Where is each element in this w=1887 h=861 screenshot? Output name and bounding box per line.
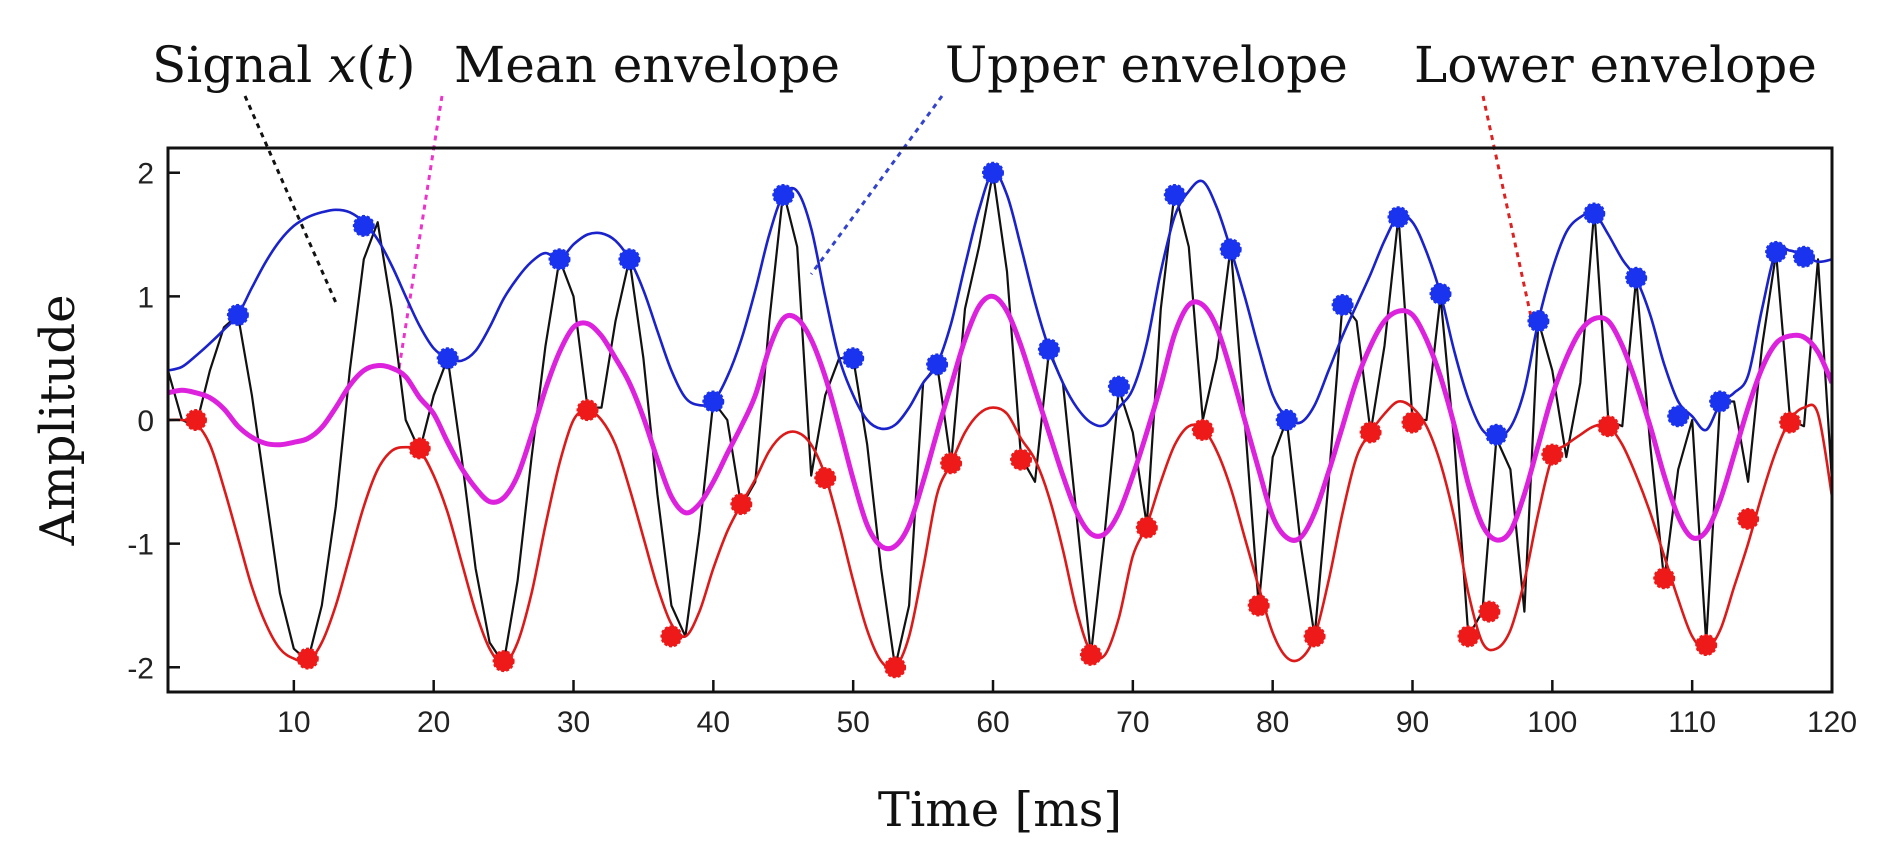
maxima-marker-11 bbox=[1107, 375, 1130, 398]
maxima-marker-24 bbox=[1765, 240, 1788, 263]
annotation-upper-leader bbox=[809, 95, 944, 275]
y-axis-label: Amplitude bbox=[30, 295, 86, 547]
minima-marker-9 bbox=[940, 452, 963, 475]
annotation-signal-var: x bbox=[328, 36, 356, 94]
minima-marker-15 bbox=[1303, 625, 1326, 648]
maxima-marker-3 bbox=[548, 248, 571, 271]
annotation-lower-leader bbox=[1481, 95, 1533, 319]
minima-marker-0 bbox=[185, 409, 207, 431]
series-line-mean-envelope bbox=[168, 293, 1832, 552]
x-tick-label-120: 120 bbox=[1807, 706, 1857, 739]
x-tick-label-70: 70 bbox=[1116, 706, 1149, 739]
annotation-signal-close: ) bbox=[396, 36, 416, 94]
maxima-marker-20 bbox=[1583, 202, 1606, 225]
annotation-signal-label: Signal x(t) bbox=[152, 36, 415, 94]
minima-marker-17 bbox=[1401, 411, 1424, 434]
maxima-marker-1 bbox=[352, 214, 375, 237]
x-axis-label: Time [ms] bbox=[878, 782, 1122, 838]
maxima-marker-21 bbox=[1625, 266, 1648, 289]
minima-marker-19 bbox=[1478, 600, 1501, 623]
minima-marker-8 bbox=[884, 656, 907, 679]
minima-marker-5 bbox=[660, 625, 683, 648]
minima-marker-10 bbox=[1010, 448, 1032, 471]
annotation-mean-label: Mean envelope bbox=[454, 36, 840, 94]
maxima-marker-18 bbox=[1485, 423, 1508, 446]
annotation-signal-open: ( bbox=[356, 36, 376, 94]
maxima-marker-23 bbox=[1709, 390, 1732, 413]
maxima-marker-13 bbox=[1219, 238, 1242, 261]
annotation-signal-arg: t bbox=[376, 36, 397, 94]
maxima-marker-22 bbox=[1667, 405, 1690, 428]
x-tick-label-110: 110 bbox=[1668, 706, 1716, 739]
maxima-marker-15 bbox=[1331, 294, 1354, 316]
minima-marker-18 bbox=[1457, 625, 1480, 648]
minima-marker-14 bbox=[1247, 594, 1270, 617]
maxima-marker-4 bbox=[618, 248, 641, 271]
annotation-lower-label: Lower envelope bbox=[1414, 36, 1817, 94]
y-tick-label-1: 1 bbox=[137, 281, 154, 314]
y-tick-label--1: -1 bbox=[127, 529, 154, 562]
x-tick-label-10: 10 bbox=[277, 706, 310, 739]
minima-marker-2 bbox=[408, 437, 431, 460]
minima-marker-22 bbox=[1653, 567, 1676, 590]
minima-marker-3 bbox=[492, 650, 515, 673]
minima-marker-6 bbox=[730, 493, 753, 516]
x-tick-label-100: 100 bbox=[1527, 706, 1577, 739]
minima-marker-23 bbox=[1695, 634, 1718, 656]
x-tick-label-20: 20 bbox=[417, 706, 450, 739]
maxima-marker-25 bbox=[1793, 245, 1815, 268]
x-tick-label-50: 50 bbox=[836, 706, 869, 739]
x-tick-label-40: 40 bbox=[697, 706, 730, 739]
minima-marker-7 bbox=[814, 467, 837, 490]
x-tick-label-80: 80 bbox=[1256, 706, 1289, 739]
maxima-marker-8 bbox=[926, 353, 949, 376]
x-tick-label-60: 60 bbox=[976, 706, 1009, 739]
maxima-marker-12 bbox=[1163, 184, 1186, 206]
minima-marker-16 bbox=[1359, 421, 1382, 444]
minima-marker-4 bbox=[576, 399, 599, 422]
maxima-marker-19 bbox=[1527, 310, 1550, 333]
minima-marker-11 bbox=[1079, 643, 1102, 666]
maxima-marker-9 bbox=[982, 161, 1004, 184]
y-tick-label--2: -2 bbox=[127, 652, 154, 685]
maxima-marker-6 bbox=[772, 184, 795, 206]
minima-marker-12 bbox=[1135, 516, 1158, 539]
minima-marker-1 bbox=[296, 647, 319, 670]
annotation-signal-prefix: Signal bbox=[152, 36, 328, 94]
minima-marker-20 bbox=[1541, 443, 1564, 466]
maxima-marker-17 bbox=[1429, 282, 1452, 305]
tick-layer: 10 20 30 40 50 60 70 80 90 100 110 120 -2 -1 0 1 2 bbox=[127, 158, 1857, 739]
maxima-marker-2 bbox=[436, 347, 459, 370]
minima-marker-13 bbox=[1191, 418, 1214, 441]
maxima-marker-10 bbox=[1037, 338, 1060, 361]
minima-marker-24 bbox=[1737, 507, 1760, 530]
minima-marker-21 bbox=[1597, 415, 1620, 438]
y-tick-label-0: 0 bbox=[137, 405, 154, 438]
y-tick-label-2: 2 bbox=[137, 158, 154, 191]
x-tick-label-90: 90 bbox=[1396, 706, 1429, 739]
minima-marker-25 bbox=[1779, 411, 1802, 434]
marker-layer bbox=[185, 161, 1815, 679]
maxima-marker-16 bbox=[1387, 206, 1410, 229]
x-tick-label-30: 30 bbox=[557, 706, 590, 739]
annotation-upper-label: Upper envelope bbox=[945, 36, 1348, 94]
maxima-marker-0 bbox=[226, 303, 249, 326]
annotation-mean-leader bbox=[397, 95, 444, 371]
annotation-signal-leader bbox=[243, 95, 338, 304]
maxima-marker-14 bbox=[1275, 409, 1298, 431]
maxima-marker-5 bbox=[702, 390, 725, 413]
maxima-marker-7 bbox=[842, 347, 865, 370]
